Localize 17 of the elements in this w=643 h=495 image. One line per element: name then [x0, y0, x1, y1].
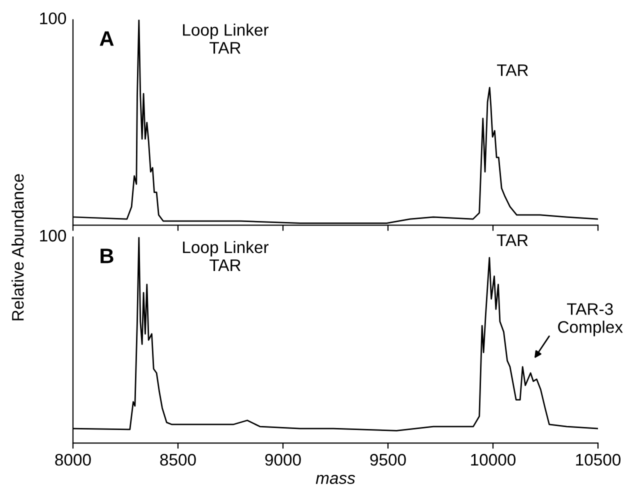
annotation: A [100, 31, 114, 46]
annotation: Loop Linker TAR [183, 24, 269, 54]
y-axis-title: Relative Abundance [12, 174, 24, 320]
x-tick-label: 10500 [576, 454, 621, 466]
annotation: TAR-3 Complex [558, 303, 623, 336]
x-tick-label: 8500 [160, 454, 196, 466]
annotation: B [100, 248, 114, 264]
text: 100 [40, 12, 66, 24]
text: 100 [40, 230, 66, 242]
x-tick-label: 9000 [265, 454, 301, 466]
x-tick-label: 8000 [55, 454, 91, 466]
x-tick-label: 9500 [370, 454, 406, 466]
annotation: TAR [497, 64, 528, 76]
x-tick-label: 10000 [471, 454, 516, 466]
annotation: TAR [496, 234, 528, 246]
annotation: Loop Linker TAR [183, 240, 269, 271]
x-axis-title: mass [316, 474, 356, 484]
